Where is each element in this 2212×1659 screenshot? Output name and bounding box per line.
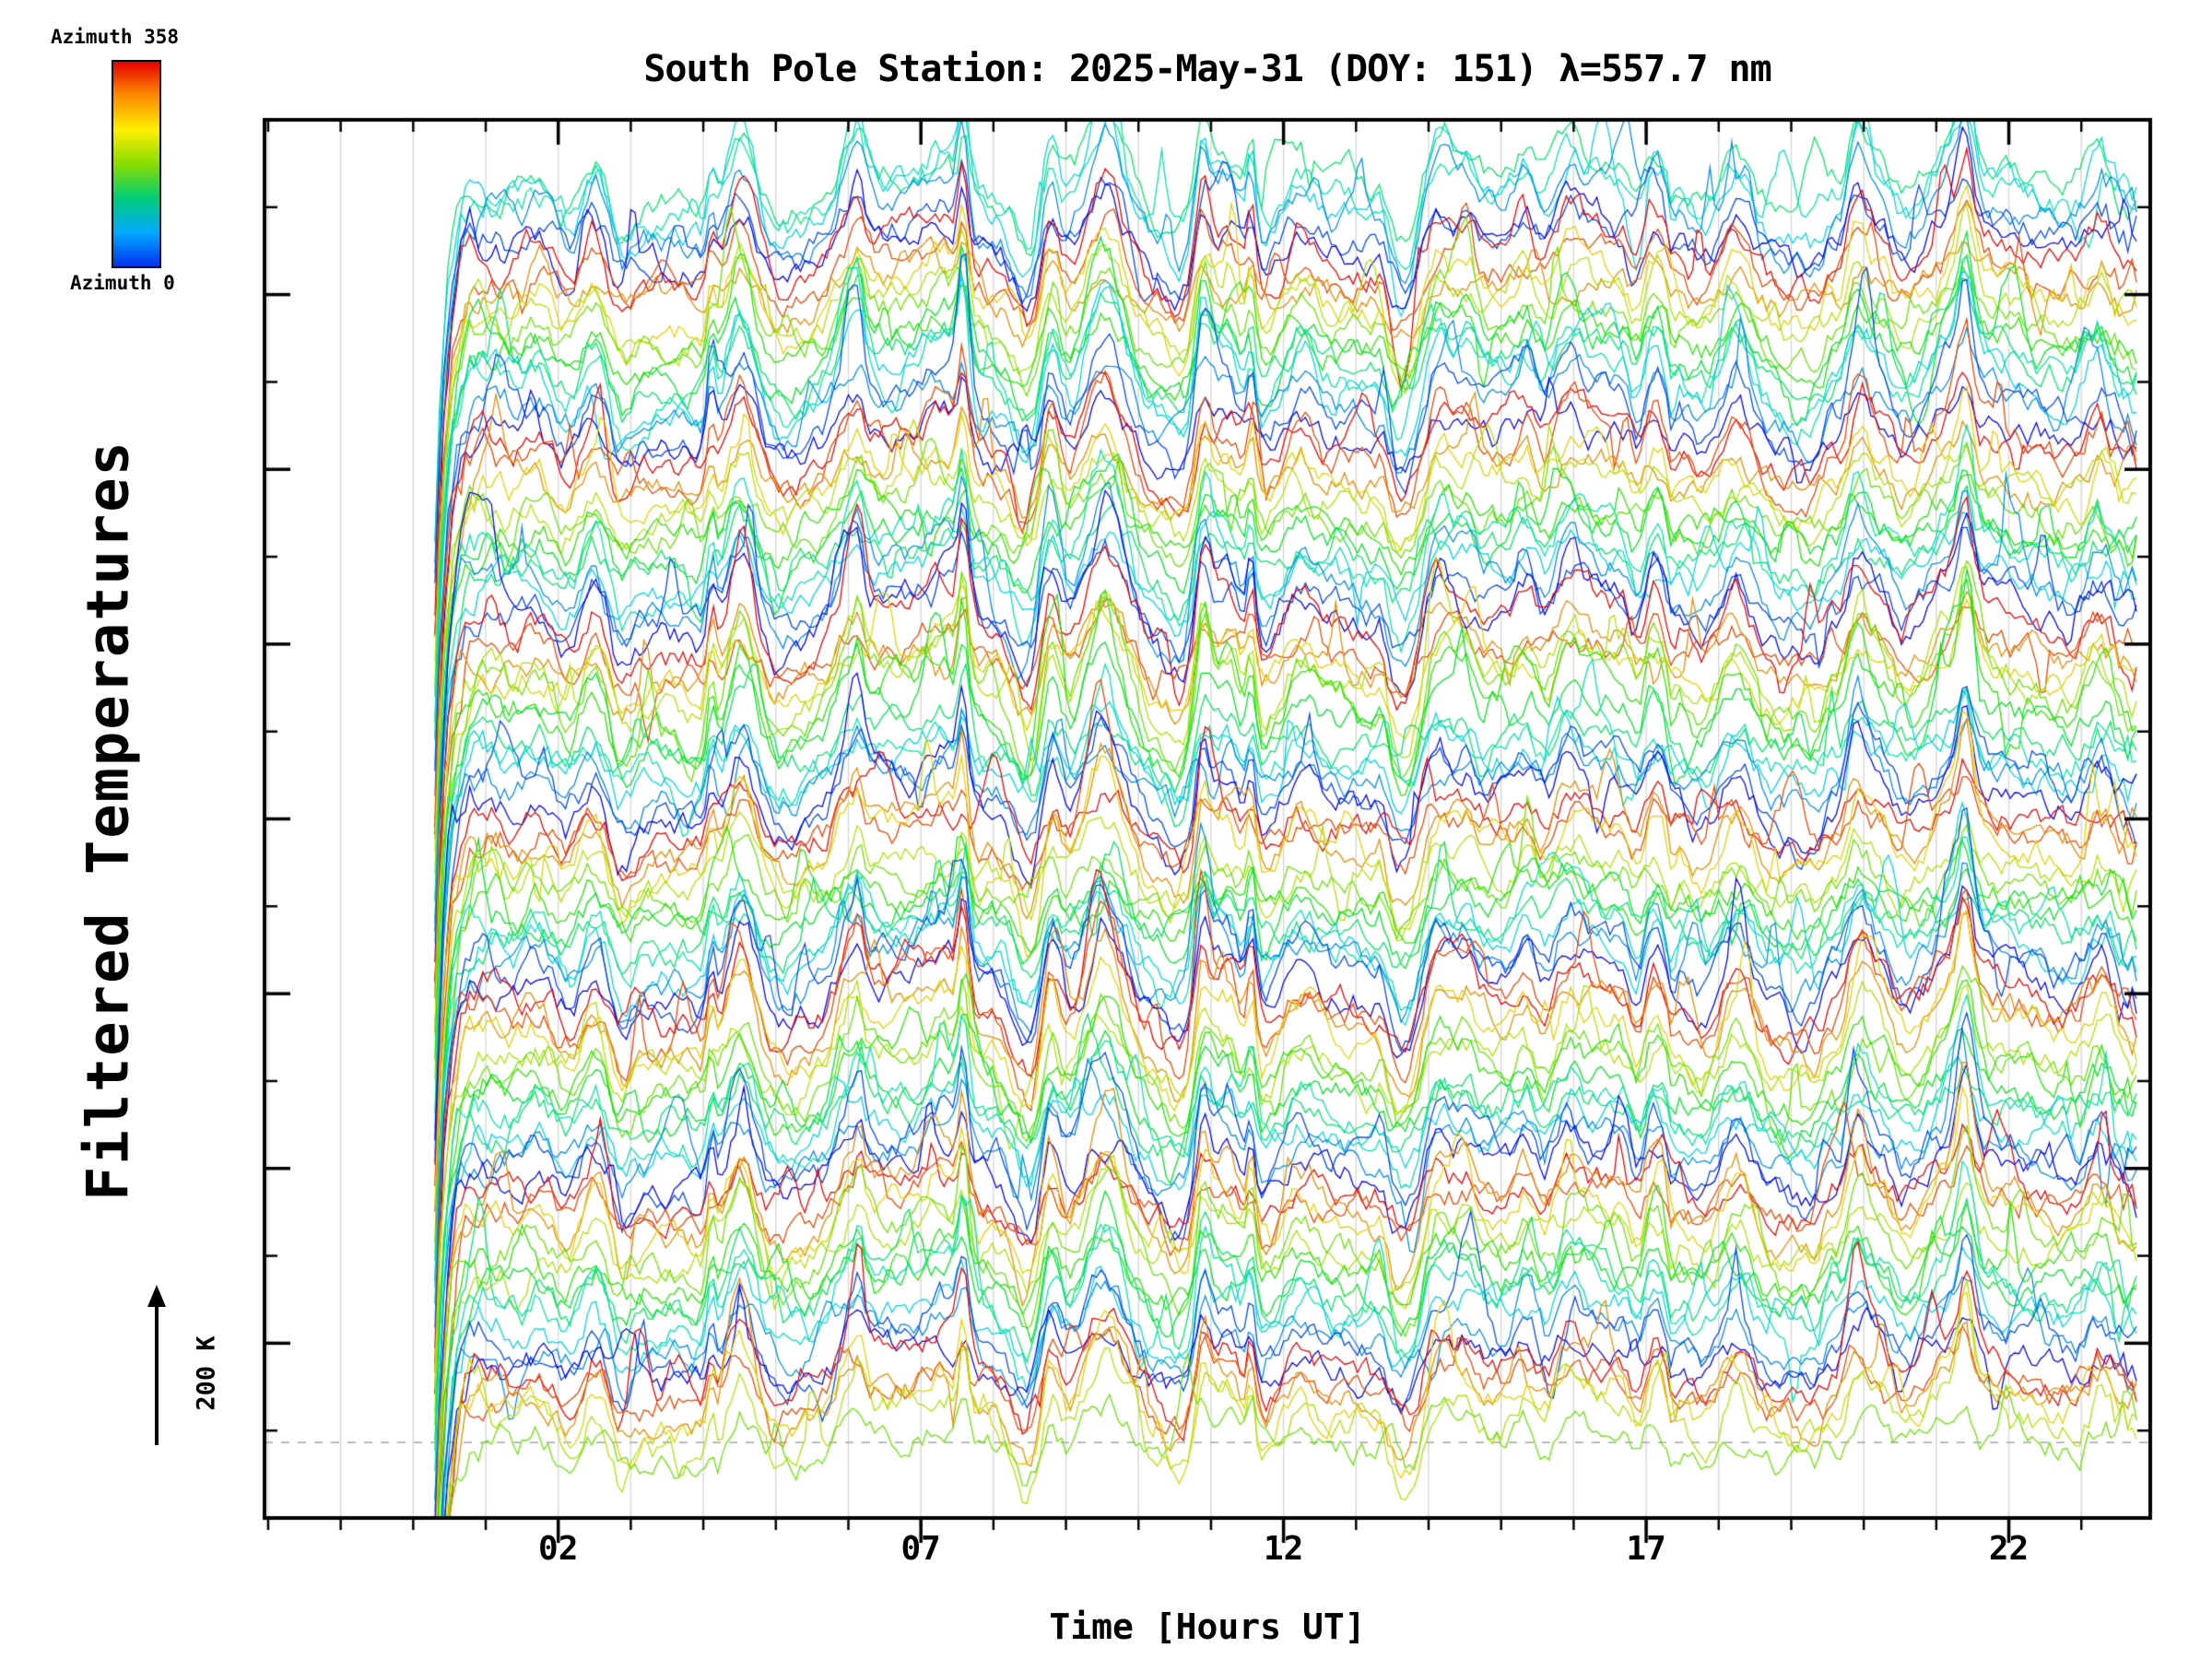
x-tick-label: 17 [1626,1530,1666,1568]
colorbar-label-top: Azimuth 358 [51,26,180,48]
scale-bar-label: 200 K [192,1335,221,1411]
colorbar-gradient [113,62,159,266]
x-tick-label: 22 [1988,1530,2030,1568]
colorbar [112,60,161,268]
x-tick-label: 07 [900,1530,941,1568]
x-tick-label: 12 [1263,1530,1304,1568]
scale-arrow-icon [147,1285,166,1445]
colorbar-label-bottom: Azimuth 0 [70,272,175,294]
chart-title: South Pole Station: 2025-May-31 (DOY: 15… [643,48,1771,90]
x-tick-labels: 02 07 12 17 22 [0,1530,2212,1572]
y-axis-label: Filtered Temperatures [74,440,142,1201]
x-axis-label: Time [Hours UT] [1049,1606,1366,1647]
x-tick-label: 02 [538,1530,579,1568]
